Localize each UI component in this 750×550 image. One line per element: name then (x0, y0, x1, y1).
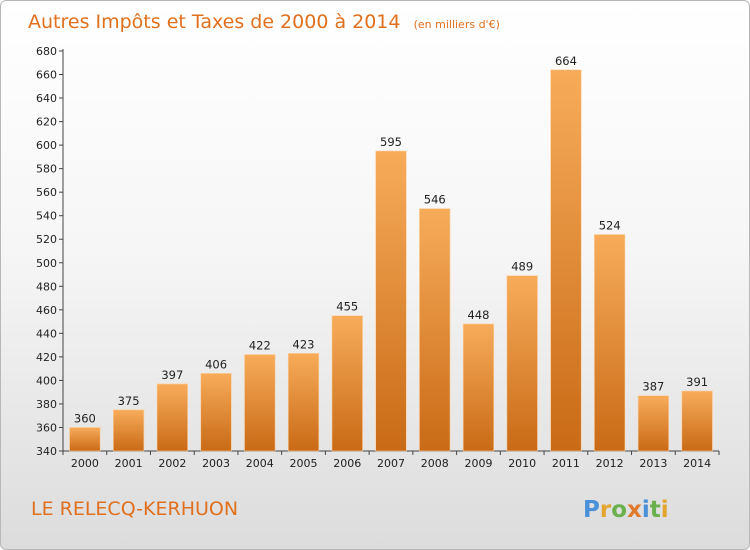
bar-2014 (681, 390, 713, 452)
value-label-2004: 422 (249, 339, 271, 353)
bar-2010 (506, 275, 538, 452)
logo-letter: t (650, 497, 661, 523)
x-tick-label: 2010 (508, 457, 536, 470)
x-tick-label: 2011 (552, 457, 580, 470)
value-labels: 360 375 397 406 422 423 455 595 546 448 489 664 524 3… (74, 54, 708, 426)
chart-title-main: Autres Impôts et Taxes de 2000 à 2014 (28, 11, 401, 33)
chart-title: Autres Impôts et Taxes de 2000 à 2014 (e… (28, 11, 500, 33)
y-tick-label: 500 (36, 257, 57, 270)
bar-2008 (419, 208, 451, 452)
y-tick-label: 640 (36, 92, 57, 105)
y-tick-label: 380 (36, 398, 57, 411)
value-label-2002: 397 (161, 368, 183, 382)
x-tick-label: 2002 (158, 457, 186, 470)
y-tick-label: 400 (36, 374, 57, 387)
x-tick-label: 2005 (290, 457, 318, 470)
y-tick-label: 520 (36, 233, 57, 246)
value-label-2007: 595 (380, 135, 402, 149)
y-tick-label: 660 (36, 69, 57, 82)
y-tick-label: 680 (36, 45, 57, 58)
y-tick-label: 620 (36, 116, 57, 129)
value-label-2010: 489 (511, 260, 533, 274)
y-tick-label: 460 (36, 304, 57, 317)
x-tick-label: 2008 (421, 457, 449, 470)
y-tick-label: 540 (36, 210, 57, 223)
x-tick-label: 2004 (246, 457, 274, 470)
value-label-2011: 664 (555, 54, 577, 68)
x-tick-label: 2003 (202, 457, 230, 470)
bar-2013 (637, 395, 670, 452)
bar-2012 (594, 234, 626, 452)
bar-2011 (550, 69, 582, 452)
value-label-2005: 423 (293, 337, 315, 351)
bar-2003 (200, 373, 232, 452)
proxiti-logo: Proxiti (583, 497, 669, 523)
commune-name: LE RELECQ-KERHUON (31, 498, 238, 520)
y-tick-label: 420 (36, 351, 57, 364)
logo-letter: i (642, 497, 650, 523)
value-label-2003: 406 (205, 357, 227, 371)
y-axis: 340 360 380 400 420 440 460 480 500 520 540 560 580 6… (36, 45, 64, 458)
y-tick-label: 340 (36, 445, 57, 458)
y-tick-label: 440 (36, 327, 57, 340)
value-label-2009: 448 (467, 308, 489, 322)
x-tick-label: 2000 (71, 457, 99, 470)
x-tick-label: 2001 (115, 457, 143, 470)
bar-2009 (462, 323, 495, 452)
x-tick-label: 2009 (464, 457, 492, 470)
value-label-2001: 375 (118, 394, 140, 408)
value-label-2012: 524 (599, 219, 621, 233)
x-tick-label: 2014 (683, 457, 711, 470)
logo-letter: x (627, 497, 642, 523)
logo-letter: o (611, 497, 627, 523)
x-tick-label: 2006 (333, 457, 361, 470)
logo-letter: i (661, 497, 669, 523)
value-label-2006: 455 (336, 300, 358, 314)
y-tick-label: 480 (36, 280, 57, 293)
logo-letter: r (600, 497, 612, 523)
bar-2002 (156, 383, 188, 452)
bar-2005 (287, 353, 320, 452)
bars (69, 69, 713, 452)
value-label-2014: 391 (686, 375, 708, 389)
value-label-2000: 360 (74, 411, 96, 425)
y-tick-label: 600 (36, 139, 57, 152)
bar-2004 (244, 354, 276, 452)
value-label-2013: 387 (642, 380, 664, 394)
bar-2007 (375, 150, 407, 452)
x-axis: 2000 2001 2002 2003 2004 2005 2006 2007 2008 2009… (62, 450, 720, 470)
value-label-2008: 546 (424, 193, 446, 207)
x-tick-label: 2013 (639, 457, 667, 470)
bar-2000 (69, 427, 101, 452)
logo-letter: P (583, 497, 600, 523)
y-tick-label: 580 (36, 163, 57, 176)
y-tick-label: 360 (36, 421, 57, 434)
y-tick-label: 560 (36, 186, 57, 199)
bar-2001 (112, 409, 145, 452)
x-tick-label: 2012 (596, 457, 624, 470)
x-tick-label: 2007 (377, 457, 405, 470)
chart-title-subtitle: (en milliers d'€) (414, 18, 500, 31)
bar-2006 (331, 315, 363, 452)
